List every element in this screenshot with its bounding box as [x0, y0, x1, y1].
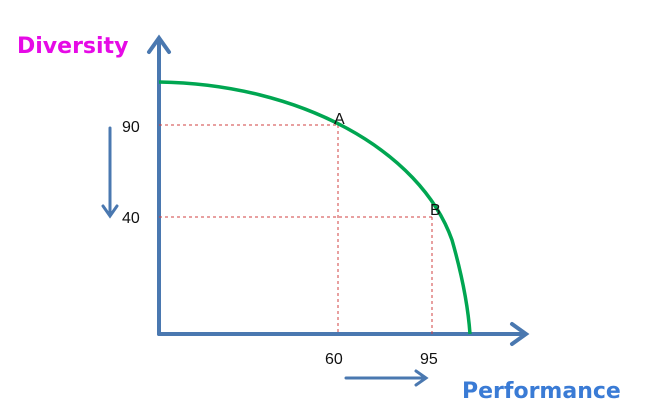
- down-direction-arrowhead: [101, 204, 119, 219]
- point-label-b: B: [430, 202, 441, 219]
- y-axis-title: Diversity: [17, 34, 128, 59]
- direction-arrows: [101, 126, 429, 387]
- x-tick-60: 60: [325, 351, 343, 368]
- x-axis-arrowhead: [510, 322, 530, 346]
- y-axis-arrowhead: [147, 34, 171, 54]
- frontier-curve: [158, 80, 472, 335]
- axes: [147, 34, 530, 346]
- x-tick-95: 95: [420, 351, 438, 368]
- right-direction-arrowhead: [414, 369, 429, 387]
- y-tick-90: 90: [122, 119, 140, 136]
- point-label-a: A: [334, 111, 345, 128]
- y-tick-40: 40: [122, 210, 140, 227]
- guide-lines: [159, 124, 433, 334]
- x-axis-title: Performance: [462, 379, 621, 404]
